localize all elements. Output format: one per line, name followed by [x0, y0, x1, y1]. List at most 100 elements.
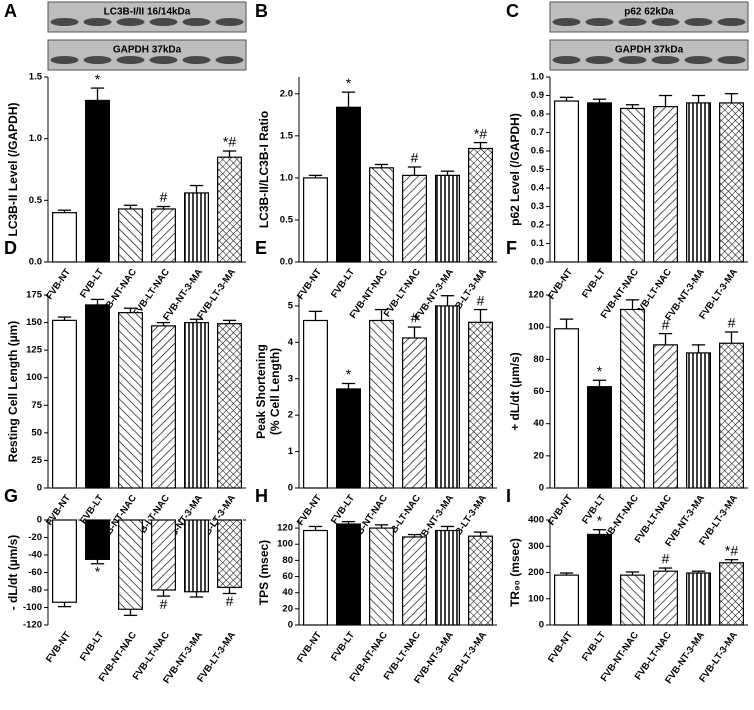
- y-tick-label: 60: [533, 386, 544, 397]
- bar: [217, 323, 242, 489]
- y-tick-label: 0.5: [29, 195, 43, 206]
- bar: [303, 319, 328, 489]
- blot-band: [717, 18, 746, 26]
- bar: [653, 105, 678, 263]
- blot-band: [651, 56, 680, 64]
- y-tick-label: 40: [282, 587, 293, 598]
- y-tick-label: 0.3: [531, 201, 544, 212]
- blot-strip: [47, 1, 247, 33]
- y-tick-label: 0.2: [531, 220, 544, 231]
- bar: [336, 523, 361, 626]
- blot-band: [618, 18, 647, 26]
- bar: [369, 527, 394, 626]
- y-tick-label: -40: [28, 550, 42, 561]
- y-tick-label: 0.0: [531, 257, 544, 268]
- bar: [184, 192, 209, 263]
- y-tick-label: 200: [528, 567, 544, 578]
- blot-band: [83, 18, 112, 26]
- y-tick-label: 0.1: [531, 238, 545, 249]
- y-axis-label: p62 Level (/GAPDH): [508, 113, 522, 226]
- significance-mark: *: [346, 366, 352, 382]
- blot-label: GAPDH 37kDa: [113, 45, 182, 56]
- x-tick-label: FVB-LT: [329, 630, 357, 664]
- blot-band: [651, 18, 680, 26]
- blot-band: [717, 56, 746, 64]
- bar: [686, 352, 711, 489]
- y-axis-label: LC3B-II Level (/GAPDH): [6, 102, 20, 236]
- blot-band: [552, 56, 581, 64]
- y-tick-label: -100: [23, 602, 42, 613]
- bar: [620, 574, 645, 626]
- panel-label: H: [255, 486, 268, 506]
- bar: [118, 519, 143, 610]
- y-tick-label: 1.5: [280, 130, 294, 141]
- blot-band: [618, 56, 647, 64]
- bar: [402, 536, 427, 626]
- blot-band: [585, 56, 614, 64]
- y-tick-label: 0.5: [531, 164, 545, 175]
- bar: [52, 519, 77, 603]
- y-tick-label: 40: [533, 418, 544, 429]
- y-axis-label: Resting Cell Length (µm): [6, 321, 20, 463]
- blot-band: [215, 56, 244, 64]
- y-tick-label: 4: [288, 337, 294, 348]
- y-axis-label: (% Cell Length): [268, 348, 282, 435]
- y-tick-label: -80: [28, 585, 42, 596]
- x-tick-label: FVB-NT: [546, 630, 575, 665]
- y-tick-label: 5: [288, 300, 294, 311]
- y-tick-label: 60: [282, 571, 293, 582]
- blot-strip: [549, 1, 749, 33]
- blot-band: [182, 56, 211, 64]
- y-tick-label: 20: [282, 603, 293, 614]
- y-axis-label: + dL/dt (µm/s): [508, 352, 522, 431]
- y-tick-label: 75: [31, 400, 42, 411]
- blot-band: [684, 56, 713, 64]
- significance-mark: *: [597, 512, 603, 528]
- y-axis-label: TR₉₀ (msec): [508, 538, 522, 607]
- bar: [217, 519, 242, 588]
- y-axis-label: - dL/dt (µm/s): [6, 535, 20, 611]
- bar: [118, 208, 143, 263]
- bar: [151, 325, 176, 489]
- bar: [303, 529, 328, 626]
- bar: [620, 308, 645, 489]
- significance-mark: *: [95, 71, 101, 87]
- blot-band: [684, 18, 713, 26]
- bar: [620, 107, 645, 263]
- bar: [468, 321, 493, 489]
- y-tick-label: 120: [528, 290, 544, 301]
- blot-band: [182, 18, 211, 26]
- y-tick-label: 0.8: [531, 109, 544, 120]
- blot-band: [149, 18, 178, 26]
- significance-mark: *#: [223, 134, 236, 150]
- blot-band: [116, 18, 145, 26]
- bar: [435, 174, 460, 263]
- bar: [184, 519, 209, 593]
- y-tick-label: 1.0: [29, 133, 42, 144]
- y-tick-label: 0: [37, 515, 42, 526]
- bar: [217, 156, 242, 263]
- y-tick-label: 1.5: [29, 72, 43, 83]
- significance-mark: *: [95, 563, 101, 579]
- y-axis-label: TPS (msec): [257, 540, 271, 605]
- bar: [52, 212, 77, 263]
- bar: [719, 342, 744, 489]
- blot-band: [149, 56, 178, 64]
- y-tick-label: 0: [37, 483, 42, 494]
- y-tick-label: 1: [288, 446, 294, 457]
- blot-band: [585, 18, 614, 26]
- blot-label: p62 62kDa: [624, 7, 674, 18]
- y-tick-label: 0.9: [531, 90, 544, 101]
- y-tick-label: -120: [23, 620, 42, 631]
- bar: [719, 562, 744, 626]
- significance-mark: #: [226, 593, 234, 609]
- y-tick-label: 0: [288, 620, 293, 631]
- bar: [719, 102, 744, 263]
- bar: [435, 305, 460, 489]
- bar: [336, 106, 361, 263]
- y-tick-label: 80: [282, 555, 293, 566]
- y-tick-label: 0.6: [531, 146, 544, 157]
- x-tick-label: FVB-NT: [44, 630, 73, 665]
- y-tick-label: 0.5: [280, 214, 294, 225]
